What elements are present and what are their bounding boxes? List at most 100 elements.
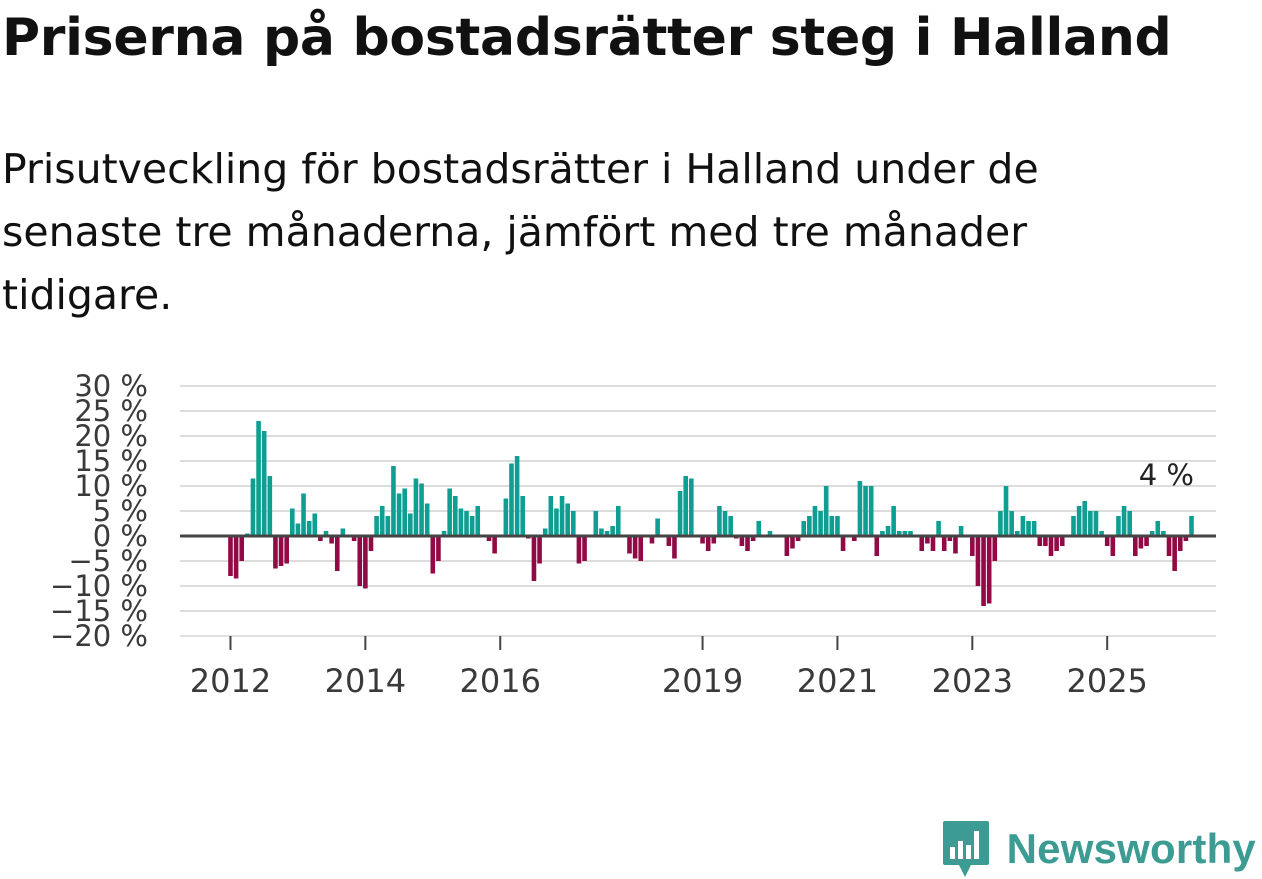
bar — [402, 488, 407, 536]
bar — [368, 536, 374, 551]
x-tick-label: 2012 — [190, 662, 271, 700]
bar — [385, 516, 391, 536]
tick-labels: −20 %−15 %−10 %−5 %0 %5 %10 %15 %20 %25 … — [50, 369, 1194, 700]
bar — [576, 536, 582, 564]
y-tick-label: 25 % — [74, 394, 148, 428]
x-tick-label: 2021 — [797, 662, 878, 700]
bar — [891, 506, 896, 536]
bar — [1133, 536, 1138, 556]
bar — [436, 536, 441, 561]
bar — [593, 511, 599, 536]
bar — [452, 496, 458, 536]
bar — [615, 506, 621, 536]
bar — [1144, 536, 1149, 546]
bar — [868, 486, 874, 536]
bar — [458, 508, 464, 536]
bar — [239, 536, 245, 561]
bar — [1009, 511, 1014, 536]
bar — [424, 503, 430, 536]
bar — [711, 536, 717, 544]
bar — [627, 536, 632, 554]
bar — [447, 488, 452, 536]
bar — [1121, 506, 1127, 536]
bar — [1059, 536, 1065, 546]
chart-subtitle: Prisutveckling för bostadsrätter i Halla… — [2, 145, 1039, 319]
bar — [941, 536, 947, 551]
x-tick-label: 2014 — [325, 662, 406, 700]
bar — [469, 516, 475, 536]
bar — [1189, 516, 1194, 536]
bar — [1172, 536, 1177, 571]
y-tick-label: −5 % — [68, 544, 148, 578]
bar — [1149, 531, 1155, 536]
bar-series — [228, 421, 1194, 606]
bar — [503, 498, 509, 536]
bar — [1104, 536, 1110, 546]
bar — [250, 478, 256, 536]
bar — [1020, 516, 1026, 536]
bar — [430, 536, 436, 574]
bar — [896, 531, 902, 536]
bar — [975, 536, 981, 586]
bar — [863, 486, 868, 536]
bar — [1048, 536, 1054, 556]
y-tick-label: −10 % — [50, 569, 148, 603]
bar — [970, 536, 975, 556]
y-tick-label: −20 % — [50, 619, 148, 653]
bar — [301, 493, 306, 536]
bar — [1014, 531, 1020, 536]
y-tick-label: 15 % — [74, 444, 148, 478]
bar — [509, 463, 514, 536]
bar — [784, 536, 790, 556]
y-tick-label: 20 % — [74, 419, 148, 453]
y-tick-label: −15 % — [50, 594, 148, 628]
bar — [334, 536, 340, 571]
bar — [1099, 531, 1104, 536]
bar — [340, 528, 346, 536]
bar — [554, 508, 559, 536]
bar — [728, 516, 733, 536]
bar — [1110, 536, 1116, 556]
bar — [531, 536, 537, 581]
bar — [750, 536, 756, 541]
bar — [689, 478, 694, 536]
bar — [419, 483, 424, 536]
bar — [1026, 521, 1031, 536]
bar — [638, 536, 644, 561]
newsworthy-logo: Newsworthy — [941, 819, 1256, 879]
bar — [795, 536, 801, 541]
bar — [492, 536, 497, 554]
bar — [801, 521, 807, 536]
bar — [441, 531, 447, 536]
bar — [312, 513, 318, 536]
bar — [1155, 521, 1161, 536]
bar — [908, 531, 913, 536]
gridlines — [180, 385, 1216, 637]
y-tick-label: 5 % — [93, 494, 148, 528]
newsworthy-logo-text: Newsworthy — [1006, 825, 1256, 872]
bar — [717, 506, 722, 536]
bar — [610, 526, 615, 536]
bar — [475, 506, 481, 536]
bar — [408, 513, 413, 536]
bar — [925, 536, 930, 544]
bar — [745, 536, 750, 551]
bar — [1177, 536, 1183, 551]
bar — [1127, 511, 1132, 536]
x-tick-label: 2016 — [460, 662, 541, 700]
bar — [374, 516, 379, 536]
bar — [829, 516, 835, 536]
bar — [958, 526, 964, 536]
bar — [520, 496, 526, 536]
bar — [700, 536, 705, 544]
bar — [548, 496, 554, 536]
bar — [464, 511, 469, 536]
bar — [295, 523, 301, 536]
bar — [357, 536, 363, 586]
bar — [705, 536, 711, 551]
bar — [514, 456, 520, 536]
newsworthy-logo-icon — [942, 821, 989, 877]
bar — [812, 506, 818, 536]
bar — [874, 536, 880, 556]
x-tick-label: 2023 — [932, 662, 1013, 700]
